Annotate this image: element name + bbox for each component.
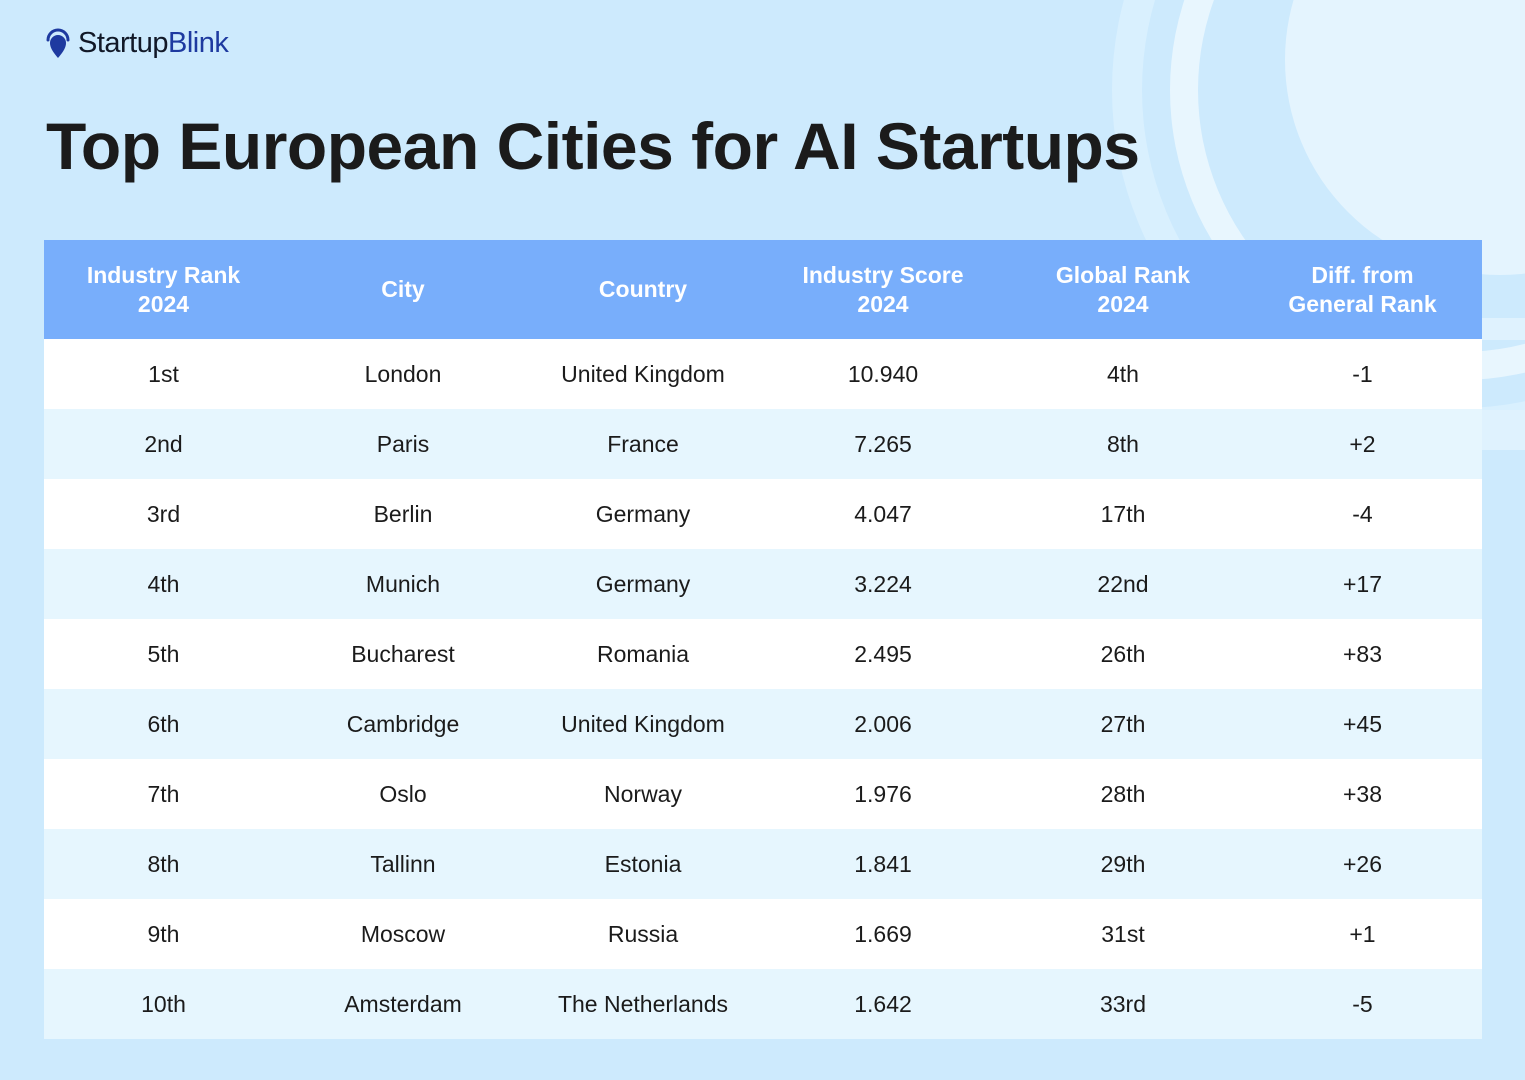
cell-industry-rank: 3rd: [146, 500, 181, 527]
table-row: 10th Amsterdam The Netherlands 1.642 33rd -5: [44, 969, 1482, 1039]
page-title: Top European Cities for AI Startups: [46, 109, 1140, 183]
column-header-label: 2024: [137, 290, 190, 317]
column-header-label: 2024: [857, 290, 909, 317]
cell-industry-score: 2.495: [854, 640, 912, 667]
cell-industry-rank: 2nd: [144, 430, 183, 457]
cell-industry-score: 2.006: [854, 710, 912, 737]
cell-diff-from-general-rank: +1: [1349, 920, 1376, 947]
table-body: 1st London United Kingdom 10.940 4th -1 2nd Par…: [44, 339, 1482, 1039]
table-row: 9th Moscow Russia 1.669 31st +1: [44, 899, 1482, 969]
table-row: 6th Cambridge United Kingdom 2.006 27th +45: [44, 689, 1482, 759]
cell-industry-rank: 9th: [147, 920, 180, 947]
cell-global-rank: 22nd: [1097, 570, 1149, 597]
cell-city: Paris: [376, 430, 430, 457]
column-header-global-rank: Global Rank 2024: [1003, 240, 1243, 339]
cell-global-rank: 26th: [1100, 640, 1146, 667]
cell-industry-rank: 10th: [141, 990, 186, 1017]
cell-global-rank: 27th: [1100, 710, 1146, 737]
cell-diff-from-general-rank: +26: [1342, 850, 1382, 877]
column-header-label: General Rank: [1288, 290, 1437, 317]
cell-diff-from-general-rank: +45: [1342, 710, 1382, 737]
column-header-label: Country: [598, 276, 688, 302]
cell-city: Oslo: [379, 780, 427, 807]
cell-country: Germany: [595, 500, 691, 527]
column-header-label: Diff. from: [1311, 261, 1414, 288]
cell-industry-rank: 7th: [147, 780, 180, 807]
cell-industry-score: 1.669: [854, 920, 912, 947]
cell-diff-from-general-rank: +2: [1349, 430, 1376, 457]
cell-industry-score: 1.841: [854, 850, 912, 877]
column-header-label: 2024: [1097, 290, 1149, 317]
table-row: 8th Tallinn Estonia 1.841 29th +26: [44, 829, 1482, 899]
brand-logo: StartupBlink: [44, 26, 229, 60]
column-header-label: City: [381, 276, 425, 302]
cell-city: Moscow: [360, 920, 446, 947]
brand-name-part2: Blink: [168, 26, 229, 59]
cell-city: Cambridge: [346, 710, 460, 737]
column-header-label: Global Rank: [1055, 261, 1191, 288]
table-row: 3rd Berlin Germany 4.047 17th -4: [44, 479, 1482, 549]
cell-country: Estonia: [604, 850, 682, 877]
cell-industry-score: 10.940: [847, 360, 919, 387]
cell-country: Romania: [596, 640, 690, 667]
cell-diff-from-general-rank: +83: [1342, 640, 1382, 667]
cell-city: Tallinn: [370, 850, 436, 877]
cell-country: The Netherlands: [557, 990, 729, 1017]
brand-name: StartupBlink: [78, 26, 229, 60]
cell-country: France: [607, 430, 679, 457]
rankings-table-container: Industry Rank 2024 City Country Industry Sco…: [44, 240, 1482, 1039]
cell-diff-from-general-rank: -5: [1352, 990, 1373, 1017]
cell-industry-rank: 5th: [147, 640, 180, 667]
cell-city: Munich: [365, 570, 441, 597]
column-header-label: Industry Score: [802, 261, 964, 288]
cell-global-rank: 17th: [1100, 500, 1146, 527]
table-row: 4th Munich Germany 3.224 22nd +17: [44, 549, 1482, 619]
cell-global-rank: 31st: [1101, 920, 1145, 947]
cell-industry-score: 7.265: [854, 430, 912, 457]
cell-city: London: [364, 360, 442, 387]
cell-diff-from-general-rank: -4: [1352, 500, 1373, 527]
table-row: 5th Bucharest Romania 2.495 26th +83: [44, 619, 1482, 689]
table-header: Industry Rank 2024 City Country Industry Sco…: [44, 240, 1482, 339]
column-header-city: City: [283, 240, 523, 339]
table-row: 2nd Paris France 7.265 8th +2: [44, 409, 1482, 479]
rankings-table: Industry Rank 2024 City Country Industry Sco…: [44, 240, 1482, 1039]
cell-diff-from-general-rank: +38: [1342, 780, 1382, 807]
cell-diff-from-general-rank: +17: [1342, 570, 1382, 597]
cell-industry-score: 4.047: [854, 500, 912, 527]
cell-industry-score: 1.976: [854, 780, 912, 807]
table-row: 7th Oslo Norway 1.976 28th +38: [44, 759, 1482, 829]
column-header-industry-rank: Industry Rank 2024: [44, 240, 283, 339]
column-header-label: Industry Rank: [86, 261, 241, 288]
table-header-row: Industry Rank 2024 City Country Industry Sco…: [44, 240, 1482, 339]
brand-name-part1: Startup: [78, 26, 169, 59]
cell-diff-from-general-rank: -1: [1352, 360, 1373, 387]
cell-country: United Kingdom: [561, 710, 725, 737]
location-pin-icon: [46, 28, 70, 58]
table-row: 1st London United Kingdom 10.940 4th -1: [44, 339, 1482, 409]
cell-industry-score: 3.224: [854, 570, 912, 597]
cell-global-rank: 29th: [1100, 850, 1146, 877]
cell-country: Norway: [604, 780, 682, 807]
cell-global-rank: 4th: [1107, 360, 1139, 387]
cell-industry-rank: 1st: [148, 360, 179, 387]
cell-city: Bucharest: [351, 640, 455, 667]
cell-industry-score: 1.642: [854, 990, 912, 1017]
cell-industry-rank: 8th: [147, 850, 180, 877]
cell-global-rank: 28th: [1100, 780, 1146, 807]
column-header-country: Country: [523, 240, 763, 339]
cell-global-rank: 33rd: [1099, 990, 1147, 1017]
column-header-industry-score: Industry Score 2024: [763, 240, 1003, 339]
cell-city: Berlin: [373, 500, 433, 527]
cell-global-rank: 8th: [1107, 430, 1139, 457]
cell-industry-rank: 6th: [147, 710, 180, 737]
cell-city: Amsterdam: [344, 990, 462, 1017]
cell-industry-rank: 4th: [147, 570, 180, 597]
column-header-diff-from-general-rank: Diff. from General Rank: [1243, 240, 1482, 339]
cell-country: United Kingdom: [561, 360, 725, 387]
cell-country: Russia: [607, 920, 679, 947]
cell-country: Germany: [595, 570, 691, 597]
